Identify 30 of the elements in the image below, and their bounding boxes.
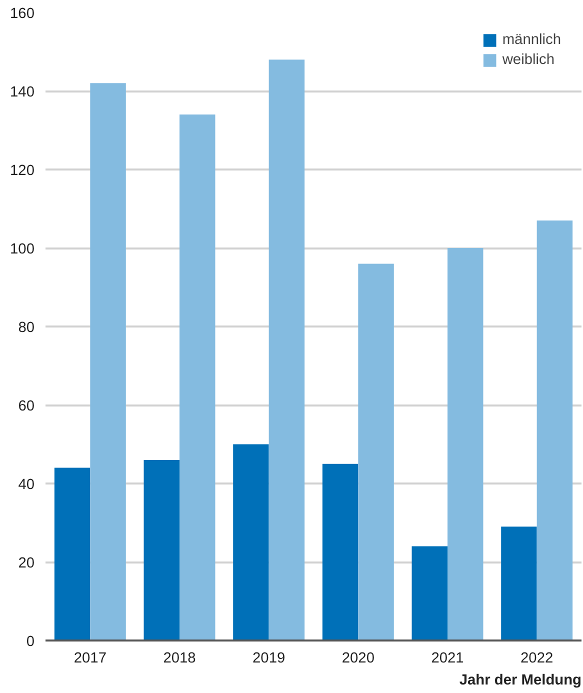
bar bbox=[412, 546, 448, 640]
bar bbox=[501, 526, 537, 640]
x-axis-title: Jahr der Meldung bbox=[459, 672, 582, 688]
y-tick-label: 100 bbox=[10, 242, 35, 258]
legend-label: männlich bbox=[502, 32, 561, 48]
bar bbox=[358, 264, 394, 640]
y-tick-label: 40 bbox=[18, 477, 35, 493]
y-tick-label: 0 bbox=[26, 634, 35, 650]
y-tick-label: 160 bbox=[10, 6, 35, 22]
x-tick-label: 2022 bbox=[520, 650, 554, 666]
x-tick-label: 2017 bbox=[74, 650, 106, 666]
x-tick-label: 2021 bbox=[431, 650, 464, 666]
y-tick-label: 60 bbox=[18, 398, 35, 414]
bar bbox=[322, 464, 358, 640]
y-tick-label: 120 bbox=[10, 163, 35, 179]
x-tick-label: 2019 bbox=[252, 650, 286, 666]
x-tick-label: 2018 bbox=[163, 650, 196, 666]
bar bbox=[54, 468, 90, 640]
bar bbox=[448, 248, 484, 640]
bar bbox=[536, 220, 573, 640]
bar bbox=[90, 83, 126, 640]
x-tick-label: 2020 bbox=[342, 650, 374, 666]
bar bbox=[233, 444, 269, 640]
y-tick-label: 140 bbox=[10, 84, 35, 100]
legend-label: weiblich bbox=[502, 52, 554, 68]
y-tick-label: 80 bbox=[18, 320, 35, 336]
bar bbox=[268, 60, 305, 640]
bar bbox=[144, 460, 180, 640]
bar bbox=[180, 114, 216, 640]
y-tick-label: 20 bbox=[18, 556, 35, 572]
